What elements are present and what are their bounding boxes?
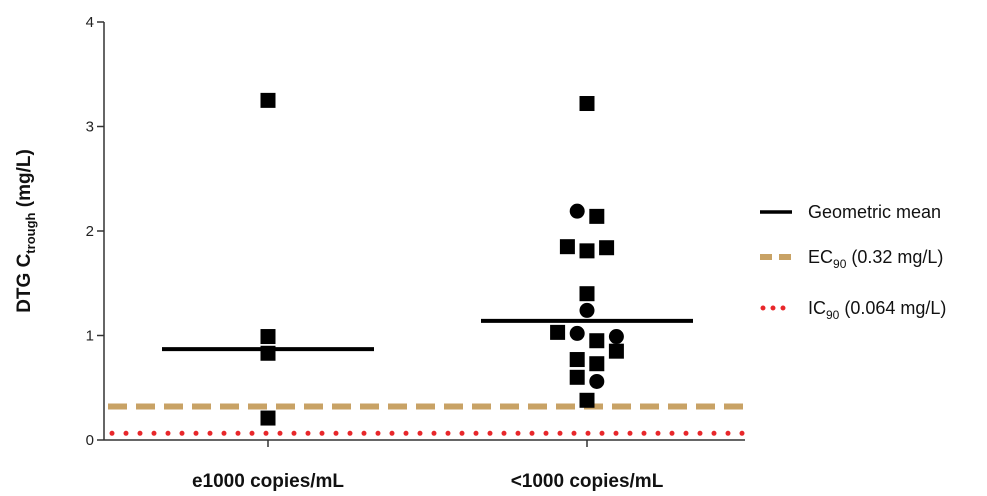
data-point-circle (608, 329, 624, 345)
y-tick-label-2: 2 (86, 223, 94, 240)
axes: 0 1 2 3 4 (86, 14, 745, 449)
x-category-label-0: e1000 copies/mL (192, 471, 344, 492)
y-tick-label-3: 3 (86, 119, 94, 136)
y-tick-label-1: 1 (86, 328, 94, 345)
data-point-square (589, 333, 605, 349)
legend-label-geometric-mean: Geometric mean (808, 202, 941, 222)
data-point-square (569, 369, 585, 385)
data-point-circle (569, 203, 585, 219)
data-point-square (569, 352, 585, 368)
data-point-square (579, 392, 595, 408)
data-point-square (579, 243, 595, 259)
data-point-square (589, 208, 605, 224)
legend-label-ic: IC90 (0.064 mg/L) (808, 298, 946, 322)
data-point-square (260, 410, 276, 426)
data-point-square (608, 343, 624, 359)
data-point-square (260, 345, 276, 361)
data-point-circle (579, 302, 595, 318)
data-point-circle (589, 373, 605, 389)
y-axis-title: DTG Ctrough (mg/L) (14, 149, 38, 313)
x-category-label-1: <1000 copies/mL (511, 471, 664, 492)
y-tick-label-4: 4 (86, 14, 94, 31)
data-point-circle (569, 325, 585, 341)
reference-lines (108, 403, 748, 436)
data-point-square (260, 92, 276, 108)
y-tick-label-0: 0 (86, 432, 94, 449)
legend-label-ec: EC90 (0.32 mg/L) (808, 247, 943, 271)
data-point-square (599, 240, 615, 256)
axis-labels: e1000 copies/mL <1000 copies/mL DTG Ctroug… (14, 149, 664, 492)
data-point-square (260, 329, 276, 345)
data-point-square (579, 286, 595, 302)
data-point-square (579, 96, 595, 112)
data-point-square (559, 239, 575, 255)
data-points (260, 92, 624, 426)
data-point-square (589, 356, 605, 372)
data-point-square (550, 324, 566, 340)
legend: Geometric mean EC90 (0.32 mg/L) IC90 (0.06… (760, 202, 946, 322)
